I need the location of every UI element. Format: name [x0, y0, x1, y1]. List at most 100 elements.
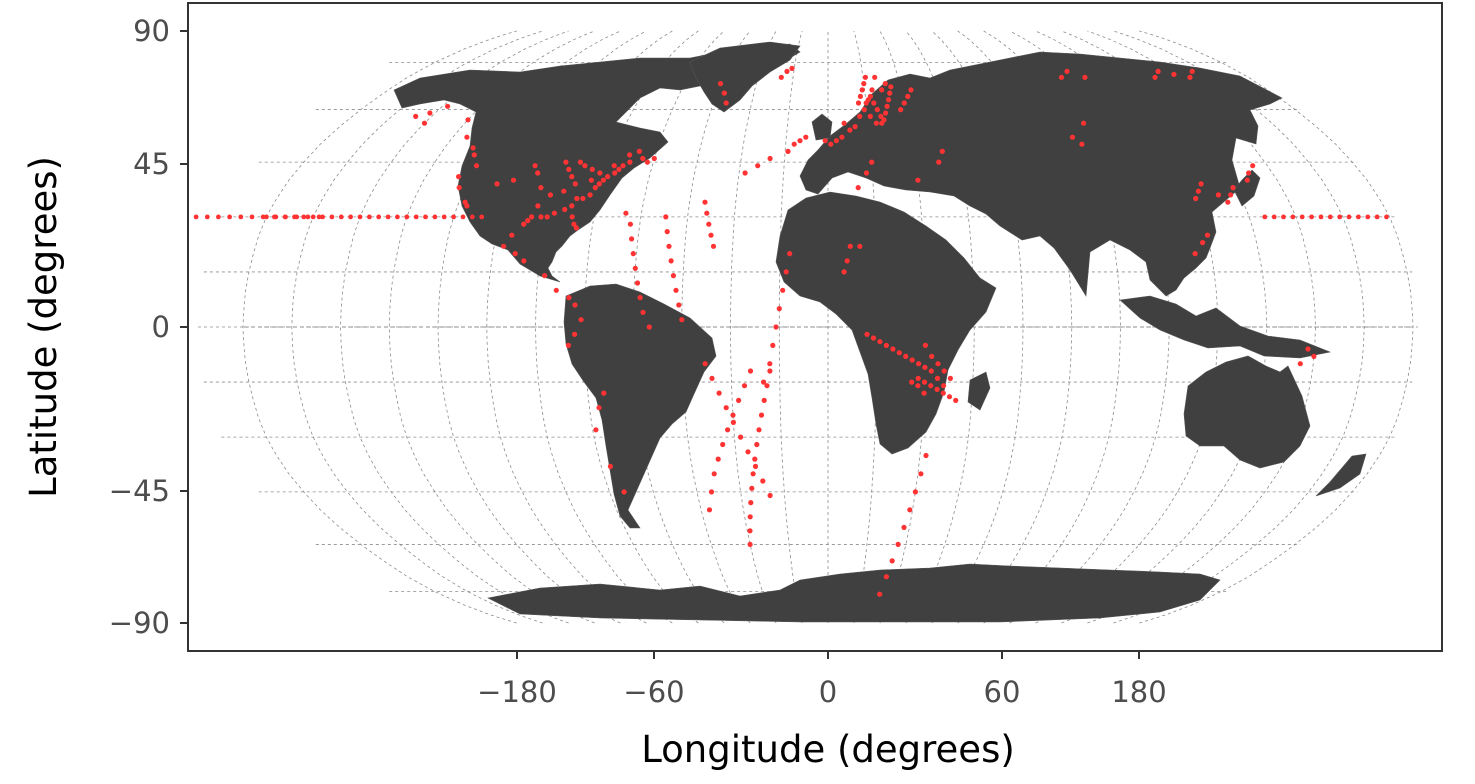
- data-point: [529, 214, 535, 220]
- track-point: [193, 214, 199, 220]
- data-point: [605, 174, 611, 180]
- data-point: [1187, 74, 1193, 80]
- data-point: [573, 225, 580, 231]
- data-point: [509, 232, 515, 238]
- data-point: [879, 120, 885, 126]
- data-point: [896, 350, 902, 356]
- x-tick-label: 0: [819, 675, 837, 709]
- data-point: [841, 120, 847, 126]
- data-point: [593, 427, 599, 433]
- data-point: [621, 489, 627, 495]
- data-point: [465, 117, 471, 123]
- data-point: [934, 386, 940, 392]
- track-point: [238, 214, 244, 220]
- track-point: [1271, 214, 1277, 220]
- track-point: [316, 214, 322, 220]
- data-point: [620, 163, 626, 169]
- track-point: [404, 214, 410, 220]
- data-point: [878, 113, 884, 119]
- data-point: [867, 113, 873, 119]
- y-axis-title: Latitude (degrees): [22, 156, 65, 498]
- data-point: [702, 199, 708, 205]
- data-point: [841, 269, 847, 275]
- data-point: [566, 295, 572, 301]
- data-point: [651, 155, 657, 162]
- data-point: [673, 287, 679, 293]
- data-point: [750, 471, 756, 477]
- track-point: [1281, 214, 1286, 220]
- data-point: [582, 163, 588, 169]
- data-point: [946, 394, 953, 400]
- data-point: [941, 368, 947, 374]
- data-point: [723, 405, 729, 411]
- track-point: [305, 214, 311, 220]
- data-point: [839, 134, 845, 140]
- data-point: [646, 324, 652, 330]
- data-point: [717, 81, 724, 87]
- track-point: [216, 214, 221, 220]
- data-point: [921, 390, 927, 396]
- data-point: [456, 174, 462, 180]
- data-point: [877, 339, 883, 345]
- data-point: [928, 368, 934, 374]
- track-point: [395, 214, 400, 220]
- data-point: [745, 449, 751, 455]
- japan-shape: [1233, 169, 1261, 207]
- data-point: [752, 463, 759, 469]
- track-point: [469, 214, 475, 220]
- data-point: [749, 485, 755, 491]
- data-point: [587, 192, 593, 198]
- data-point: [872, 74, 878, 80]
- data-point: [741, 383, 748, 389]
- data-point: [456, 185, 462, 191]
- data-point: [747, 541, 753, 548]
- data-point: [939, 148, 945, 154]
- axes: −180 −60 0 60 180 90 45 0 −45 −90: [109, 14, 1167, 709]
- meridian-line: [1009, 30, 1170, 624]
- track-point: [249, 214, 255, 220]
- data-point: [857, 93, 864, 99]
- data-point: [702, 361, 708, 367]
- data-point: [1152, 74, 1158, 80]
- track-point: [432, 214, 438, 220]
- antarctica-shape: [487, 563, 1221, 623]
- data-point: [562, 206, 568, 213]
- data-point: [761, 379, 767, 385]
- data-point: [773, 324, 779, 330]
- data-point: [592, 185, 598, 191]
- data-point: [822, 138, 828, 144]
- data-point: [922, 342, 929, 348]
- data-point: [756, 427, 762, 433]
- x-tick-label: −180: [477, 675, 557, 709]
- data-point: [470, 145, 476, 151]
- data-point: [1198, 181, 1204, 187]
- data-point: [666, 243, 672, 249]
- meridian-line: [583, 30, 699, 624]
- land-masses: [393, 41, 1367, 623]
- data-point: [797, 138, 803, 144]
- data-point: [464, 203, 470, 209]
- data-point: [887, 90, 893, 96]
- data-point: [577, 159, 584, 165]
- data-point: [679, 317, 685, 323]
- data-point: [668, 258, 674, 264]
- data-point: [574, 195, 580, 202]
- data-point: [912, 489, 919, 495]
- data-point: [921, 379, 928, 385]
- track-point: [310, 214, 316, 220]
- data-point: [928, 383, 934, 389]
- data-point: [1069, 134, 1076, 140]
- data-point: [706, 221, 712, 227]
- data-point: [953, 397, 959, 403]
- uk-shape: [811, 113, 833, 141]
- data-point: [715, 456, 721, 462]
- track-point: [385, 214, 391, 220]
- data-point: [883, 574, 890, 580]
- data-point: [947, 375, 954, 381]
- data-point: [1311, 353, 1317, 359]
- data-point: [634, 280, 641, 286]
- track-point: [348, 214, 353, 220]
- data-point: [445, 103, 451, 109]
- madagascar-shape: [967, 371, 991, 411]
- data-point: [629, 236, 635, 242]
